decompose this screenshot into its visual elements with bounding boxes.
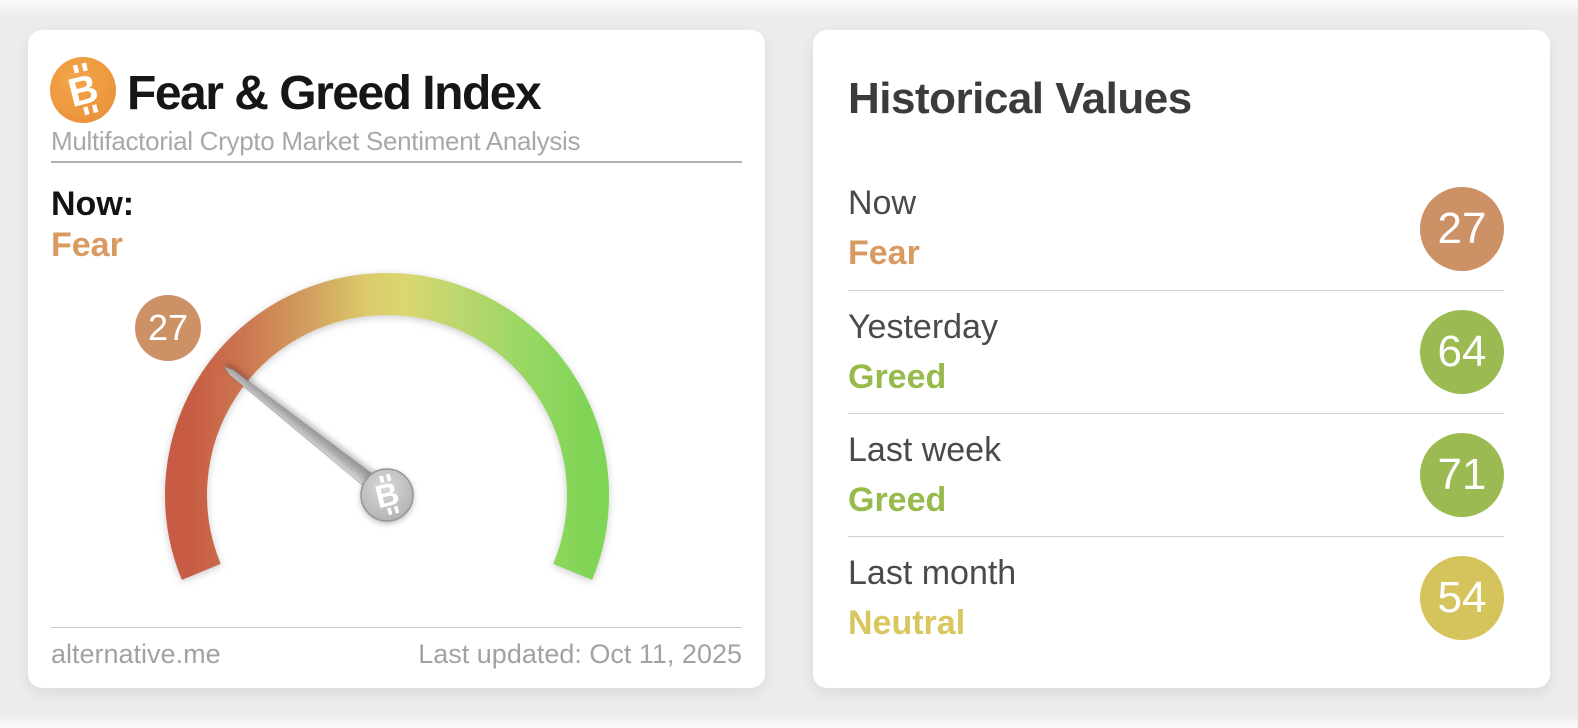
footer-divider	[51, 627, 742, 628]
row-labels: Yesterday Greed	[848, 308, 998, 397]
classification-label: Greed	[848, 357, 947, 396]
historical-card: Historical Values Now Fear 27 Yesterday …	[813, 30, 1550, 688]
period-label: Last week	[848, 430, 1002, 469]
value-badge: 54	[1420, 556, 1504, 640]
period-label: Yesterday	[848, 307, 998, 346]
row-labels: Last month Neutral	[848, 554, 1016, 643]
now-label: Now:	[51, 185, 135, 223]
header-divider	[51, 161, 742, 163]
gauge-hub: B	[360, 468, 414, 522]
history-row-last-week: Last week Greed 71	[848, 413, 1504, 536]
gauge-value-badge: 27	[135, 295, 201, 361]
row-labels: Last week Greed	[848, 431, 1001, 520]
value-badge: 27	[1420, 186, 1504, 271]
historical-title: Historical Values	[848, 74, 1192, 123]
value-badge: 64	[1420, 310, 1504, 394]
now-classification: Fear	[51, 226, 123, 264]
gauge-arc	[165, 273, 609, 580]
gauge: B	[165, 273, 609, 580]
source-link[interactable]: alternative.me	[51, 639, 221, 669]
row-labels: Now Fear	[848, 184, 920, 273]
period-label: Last month	[848, 553, 1017, 592]
history-row-last-month: Last month Neutral 54	[848, 536, 1504, 659]
classification-label: Fear	[848, 234, 920, 272]
value-badge: 71	[1420, 433, 1504, 517]
classification-label: Neutral	[848, 603, 966, 642]
period-label: Now	[848, 184, 917, 222]
card-subtitle: Multifactorial Crypto Market Sentiment A…	[51, 126, 581, 156]
historical-rows: Now Fear 27 Yesterday Greed 64 Last week…	[848, 167, 1504, 659]
card-title: Fear & Greed Index	[127, 67, 542, 120]
history-row-yesterday: Yesterday Greed 64	[848, 290, 1504, 413]
last-updated-label: Last updated: Oct 11, 2025	[418, 639, 742, 669]
bitcoin-icon: B	[50, 57, 116, 123]
history-row-now: Now Fear 27	[848, 167, 1504, 290]
classification-label: Greed	[848, 480, 947, 519]
fear-greed-card: B Fear & Greed Index Multifactorial Cryp…	[28, 30, 765, 688]
